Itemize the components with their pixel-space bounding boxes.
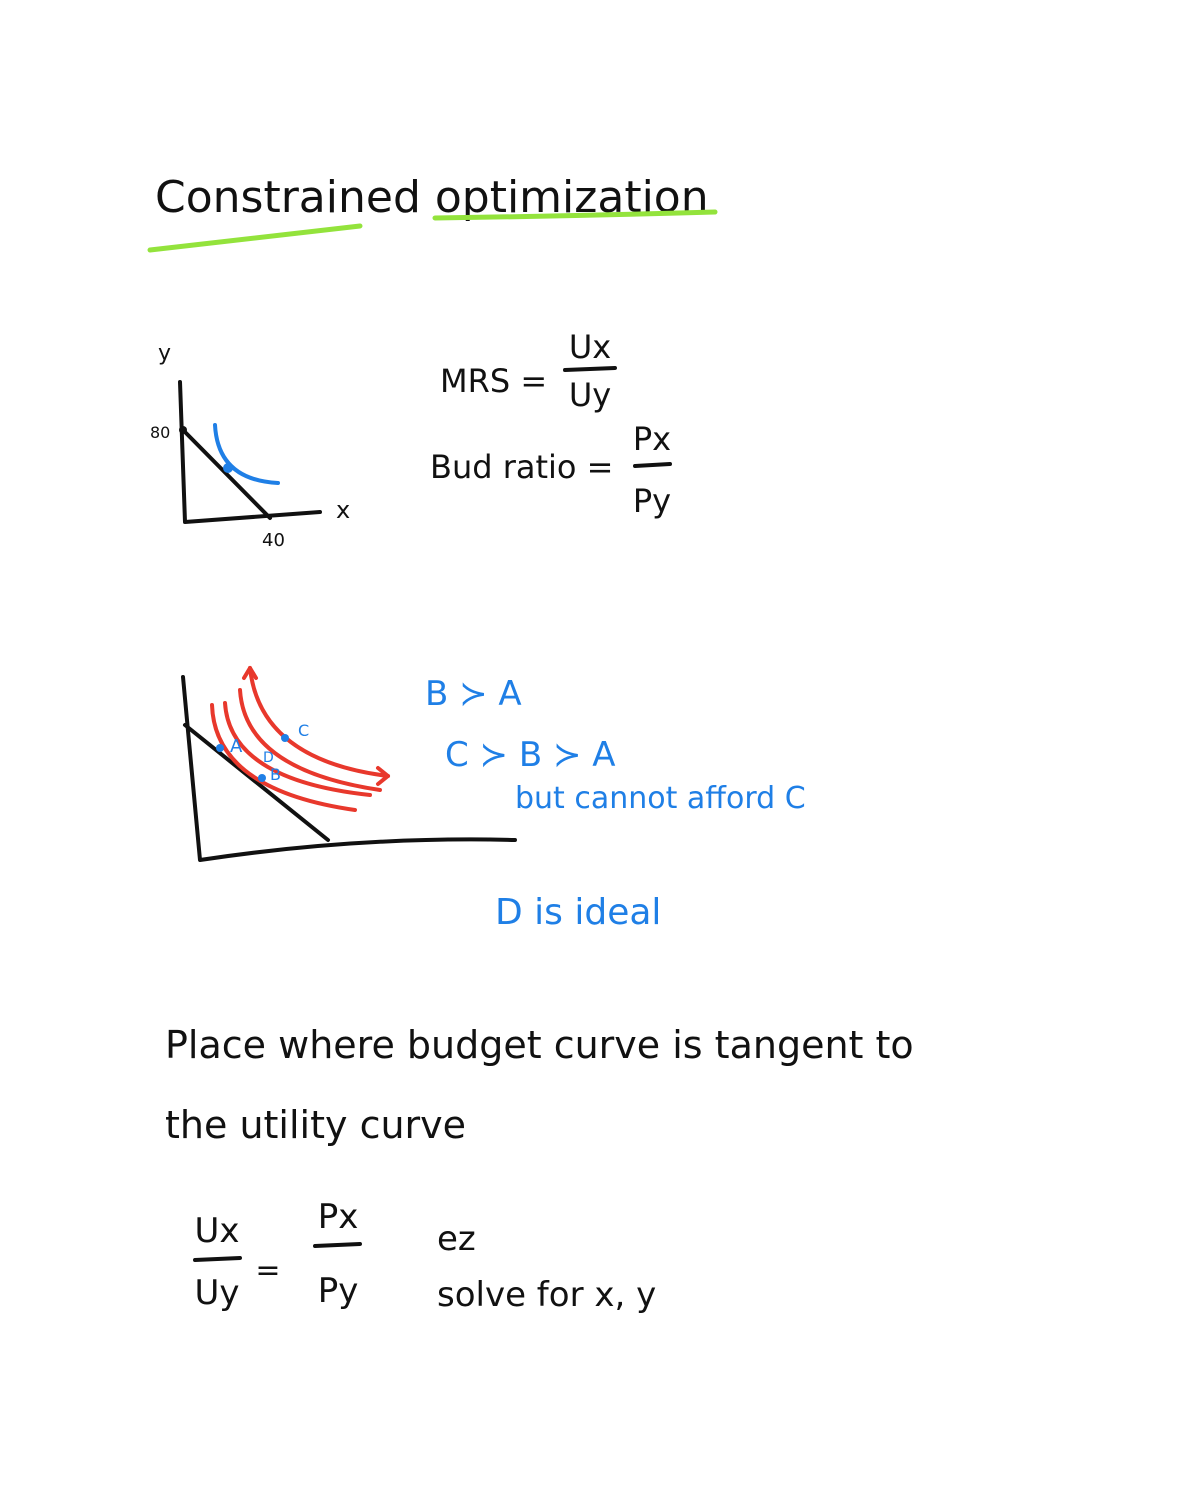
note: but cannot afford C [515, 781, 806, 816]
mrs-label: MRS = [440, 362, 547, 400]
denominator: Py [633, 482, 671, 520]
numerator: Px [318, 1197, 359, 1237]
graph-1: y 80 40 x [150, 341, 350, 551]
note: ez [437, 1219, 476, 1259]
denominator: Uy [569, 376, 611, 414]
fraction-bar [633, 462, 672, 468]
point-label: B [270, 765, 281, 784]
budget-line [181, 428, 272, 520]
equals: = [255, 1253, 280, 1288]
fraction-bar [313, 1242, 362, 1248]
utility-curve [210, 703, 357, 812]
x-intercept: 40 [262, 530, 285, 551]
y-intercept: 80 [150, 423, 170, 442]
fraction-bar [193, 1256, 242, 1262]
point-label: D [263, 750, 274, 766]
graph-2: A B C D [181, 666, 517, 862]
budget-ratio-label: Bud ratio = [430, 448, 613, 486]
point-dot [281, 734, 289, 742]
underline [147, 223, 363, 253]
fraction-bar [563, 366, 617, 372]
point-dot [216, 744, 224, 752]
tangent-point [223, 463, 233, 473]
note: D is ideal [495, 892, 661, 933]
numerator: Ux [569, 328, 611, 366]
denominator: Uy [194, 1273, 239, 1313]
intercept-point [179, 426, 187, 434]
utility-curve [248, 666, 390, 778]
formulas: MRS = Ux Uy Bud ratio = Px Py [430, 328, 672, 520]
note: C ≻ B ≻ A [445, 735, 616, 775]
numerator: Ux [194, 1211, 239, 1251]
note: solve for x, y [437, 1275, 656, 1315]
conclusion: Place where budget curve is tangent to [165, 1023, 914, 1067]
point-label: A [230, 736, 243, 757]
axes [181, 675, 517, 862]
utility-curve [223, 701, 372, 797]
point-label: C [298, 721, 309, 740]
underline [432, 209, 718, 221]
utility-curve [238, 688, 382, 792]
x-label: x [336, 496, 350, 524]
conclusion: the utility curve [165, 1103, 466, 1147]
y-label: y [158, 341, 171, 366]
numerator: Px [633, 420, 671, 458]
axes [178, 380, 322, 524]
denominator: Py [318, 1271, 359, 1311]
note: B ≻ A [425, 674, 522, 714]
point-dot [258, 774, 266, 782]
arrow-heads [242, 666, 390, 786]
budget-line [183, 723, 330, 842]
equation: Ux Uy = Px Py ez solve for x, y [193, 1197, 656, 1315]
